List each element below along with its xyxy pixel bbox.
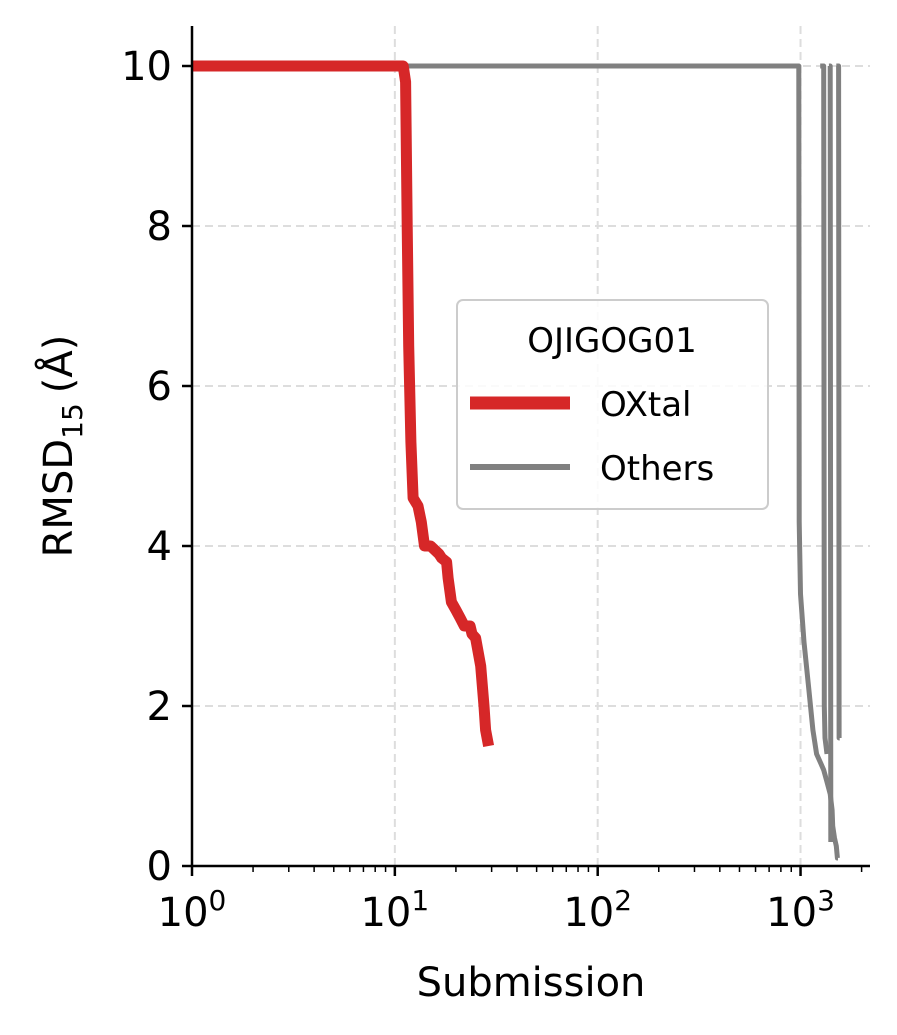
series-lines [192, 60, 842, 861]
x-tick-label-exponent: 1 [411, 884, 429, 917]
y-tick-label: 4 [147, 524, 172, 570]
y-tick-label: 0 [147, 844, 172, 890]
y-axis-label-main: RMSD [36, 439, 82, 558]
series-line-oxtal [192, 60, 495, 748]
y-tick-label: 8 [147, 204, 172, 250]
legend: OJIGOG01 OXtal Others [456, 299, 769, 510]
legend-title: OJIGOG01 [527, 321, 697, 361]
x-tick-label-exponent: 3 [817, 884, 835, 917]
x-tick-label-base: 10 [563, 890, 614, 936]
y-tick-label: 6 [147, 364, 172, 410]
legend-label-others: Others [600, 449, 714, 489]
x-axis-label: Submission [417, 960, 646, 1006]
series-line-others [820, 63, 830, 755]
series-line-others [192, 63, 840, 861]
x-tick-label: 100 [158, 884, 227, 936]
x-tick-label: 102 [563, 884, 632, 936]
y-axis-label-unit: (Å) [34, 335, 82, 394]
x-tick-label: 101 [360, 884, 429, 936]
x-tick-label-exponent: 2 [614, 884, 632, 917]
x-tick-label-base: 10 [158, 890, 209, 936]
legend-label-oxtal: OXtal [600, 385, 692, 425]
y-axis-label-subscript: 15 [56, 403, 89, 439]
series-line-others [827, 63, 834, 843]
y-tick-label: 10 [121, 44, 172, 90]
x-tick-label: 103 [766, 884, 835, 936]
y-axis-label: RMSD15 (Å) [34, 335, 89, 558]
x-tick-label-exponent: 0 [209, 884, 227, 917]
y-tick-label: 2 [147, 684, 172, 730]
x-tick-label-base: 10 [360, 890, 411, 936]
x-tick-label-base: 10 [766, 890, 817, 936]
series-line-others [836, 63, 842, 741]
legend-box [456, 299, 769, 510]
axes [190, 26, 870, 868]
ticks [182, 64, 863, 876]
